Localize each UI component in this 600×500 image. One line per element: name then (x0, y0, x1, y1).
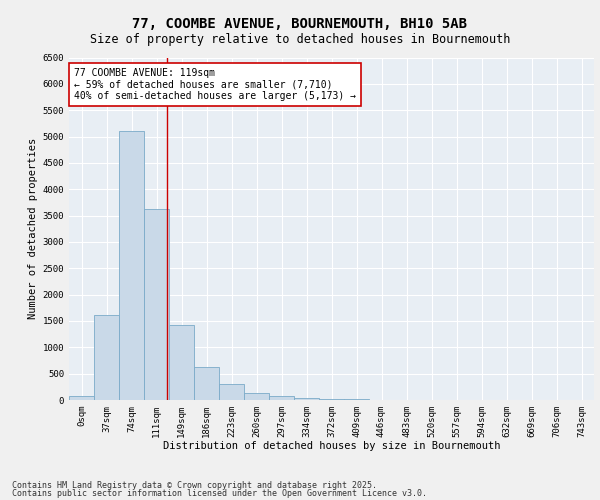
Bar (219, 384, 244, 400)
Y-axis label: Number of detached properties: Number of detached properties (28, 138, 38, 320)
Bar (194, 368, 219, 400)
Text: 77 COOMBE AVENUE: 119sqm
← 59% of detached houses are smaller (7,710)
40% of sem: 77 COOMBE AVENUE: 119sqm ← 59% of detach… (74, 68, 356, 101)
X-axis label: Distribution of detached houses by size in Bournemouth: Distribution of detached houses by size … (163, 442, 500, 452)
Bar (119, 132, 144, 400)
Text: Contains HM Land Registry data © Crown copyright and database right 2025.: Contains HM Land Registry data © Crown c… (12, 482, 377, 490)
Bar (319, 399, 344, 400)
Text: 77, COOMBE AVENUE, BOURNEMOUTH, BH10 5AB: 77, COOMBE AVENUE, BOURNEMOUTH, BH10 5AB (133, 18, 467, 32)
Bar (269, 396, 294, 400)
Bar (294, 398, 319, 400)
Bar (169, 325, 194, 400)
Bar (69, 396, 94, 400)
Bar (94, 314, 119, 400)
Bar (244, 393, 269, 400)
Bar (144, 210, 169, 400)
Text: Contains public sector information licensed under the Open Government Licence v3: Contains public sector information licen… (12, 490, 427, 498)
Text: Size of property relative to detached houses in Bournemouth: Size of property relative to detached ho… (90, 32, 510, 46)
